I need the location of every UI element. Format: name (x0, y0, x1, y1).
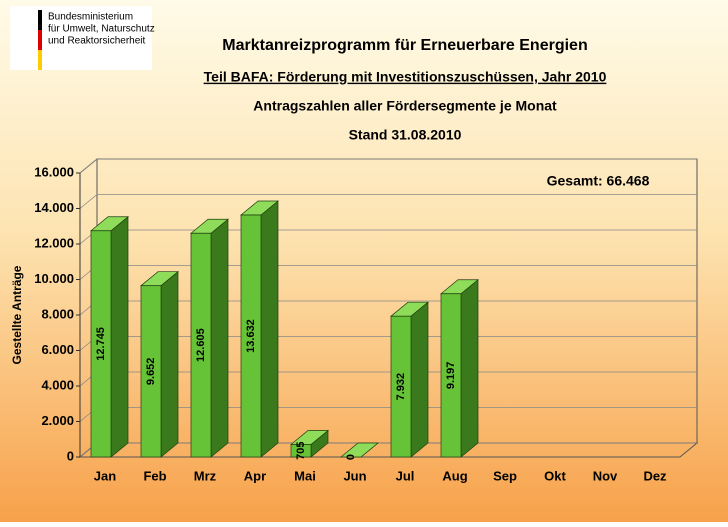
logo-flag (38, 10, 42, 30)
grid-line (79, 158, 697, 174)
bar (390, 315, 412, 458)
x-tick-label: Jan (94, 468, 116, 483)
bar-side (210, 218, 229, 458)
value-label: 12.745 (95, 327, 107, 361)
value-label: 7.932 (395, 373, 407, 401)
subtitle: Antragszahlen aller Fördersegmente je Mo… (253, 98, 557, 114)
y-tick-label: 0 (67, 448, 74, 463)
value-label: 705 (295, 442, 307, 460)
bar (290, 444, 312, 458)
bar-side (260, 200, 279, 458)
y-tick-label: 4.000 (41, 377, 74, 392)
value-label: 9.652 (145, 358, 157, 386)
bar-side (460, 279, 479, 458)
bar (190, 232, 212, 458)
x-tick-label: Jul (396, 468, 415, 483)
logo-text: und Reaktorsicherheit (48, 36, 145, 47)
logo-text: Bundesministerium (48, 12, 133, 23)
y-tick-label: 12.000 (34, 235, 74, 250)
value-label: 13.632 (245, 319, 257, 353)
bar (440, 293, 462, 458)
logo-flag (38, 30, 42, 50)
bar (90, 230, 112, 458)
bar-side (160, 270, 179, 458)
x-tick-label: Feb (143, 468, 166, 483)
x-tick-label: Apr (244, 468, 266, 483)
y-tick-label: 14.000 (34, 200, 74, 215)
value-label: 0 (345, 454, 357, 460)
annotation: Gesamt: 66.468 (547, 173, 650, 189)
y-tick-label: 6.000 (41, 342, 74, 357)
y-axis-label: Gestellte Anträge (10, 265, 24, 364)
x-tick-label: Aug (442, 468, 467, 483)
bar (240, 214, 262, 458)
x-tick-label: Dez (643, 468, 667, 483)
subtitle: Teil BAFA: Förderung mit Investitionszus… (204, 69, 607, 85)
x-tick-label: Mrz (194, 468, 217, 483)
x-tick-label: Okt (544, 468, 566, 483)
value-label: 9.197 (445, 362, 457, 390)
y-tick-label: 16.000 (34, 164, 74, 179)
y-tick-label: 2.000 (41, 413, 74, 428)
logo-flag (38, 50, 42, 70)
x-tick-label: Nov (593, 468, 618, 483)
logo-text: für Umwelt, Naturschutz (48, 24, 155, 35)
x-tick-label: Mai (294, 468, 316, 483)
y-tick-label: 10.000 (34, 271, 74, 286)
x-tick-label: Jun (343, 468, 366, 483)
bar (140, 285, 162, 458)
bar-side (110, 216, 129, 458)
subtitle: Stand 31.08.2010 (349, 127, 462, 143)
x-tick-label: Sep (493, 468, 517, 483)
value-label: 12.605 (195, 328, 207, 362)
grid-line (79, 194, 697, 209)
bar-top (340, 442, 379, 458)
chart-title: Marktanreizprogramm für Erneuerbare Ener… (222, 37, 587, 54)
bar-side (410, 301, 429, 458)
y-tick-label: 8.000 (41, 306, 74, 321)
logo-box (10, 6, 152, 70)
